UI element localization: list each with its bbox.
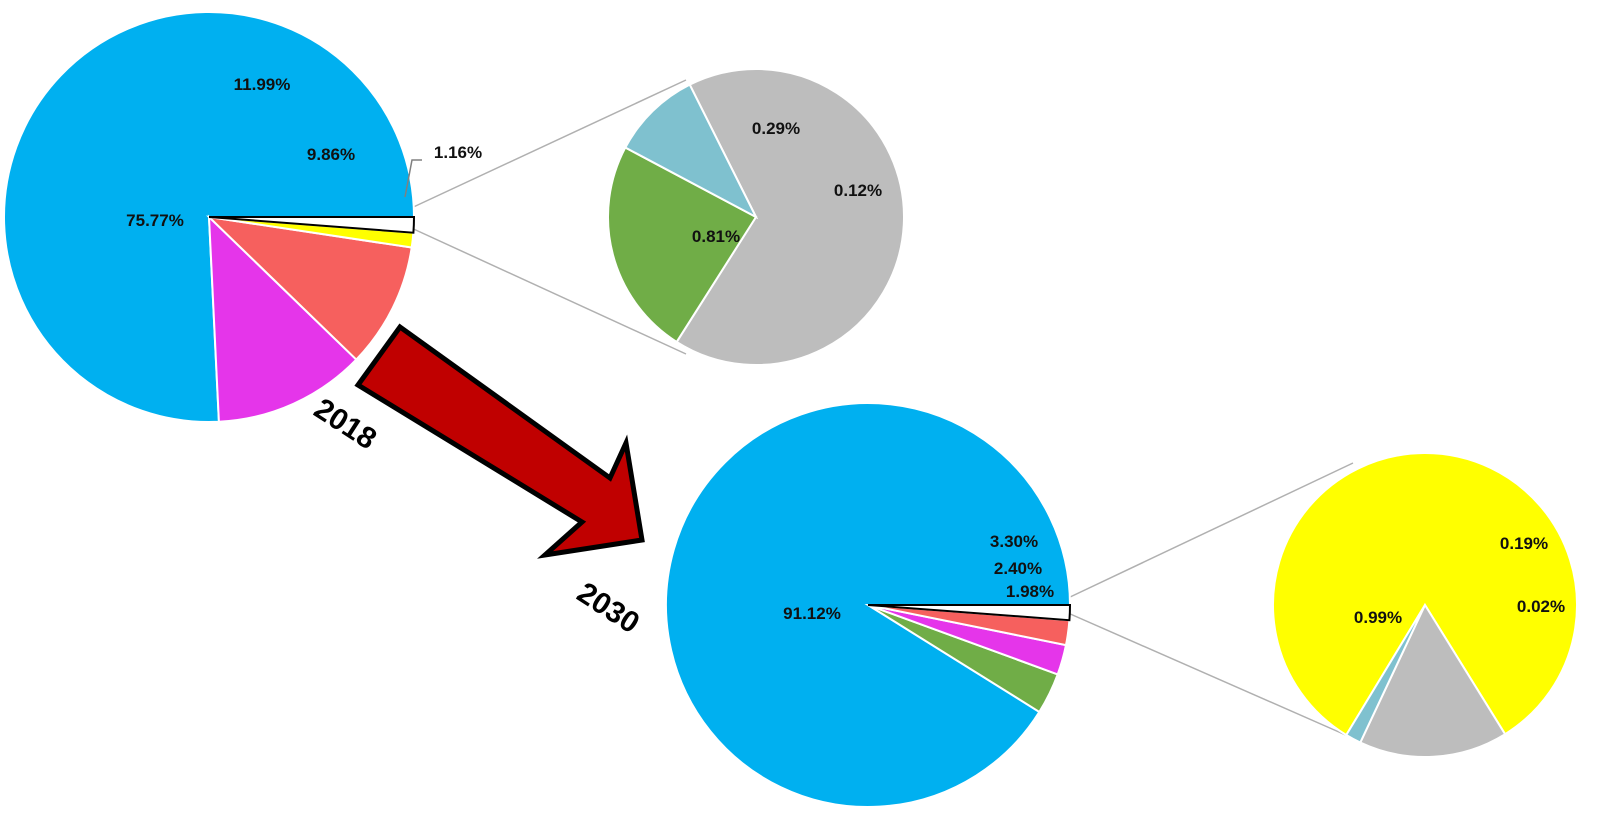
slice-1-0 <box>675 68 905 366</box>
slice-0-4 <box>208 216 416 234</box>
data-label-1-1: 0.29% <box>752 119 800 138</box>
leader-line-1-16 <box>404 159 422 198</box>
slice-0-2 <box>206 215 413 361</box>
data-label-0-1: 11.99% <box>234 75 291 94</box>
data-label-2-1: 3.30% <box>990 532 1038 551</box>
slice-3-2 <box>1344 604 1426 744</box>
connector-line-3 <box>1067 612 1349 737</box>
data-label-1-2: 0.12% <box>834 181 882 200</box>
data-label-0-2: 9.86% <box>307 145 355 164</box>
data-label-3-2: 0.02% <box>1517 597 1565 616</box>
data-label-0-0: 75.77% <box>126 211 184 230</box>
slice-1-2 <box>623 83 759 220</box>
data-label-0-3: 1.16% <box>434 143 482 162</box>
trend-arrow <box>354 323 645 559</box>
connector-lines <box>406 79 1354 737</box>
pie-2030-detail: 0.99% 0.19% 0.02% <box>1272 452 1578 758</box>
connector-line-0 <box>406 79 687 211</box>
data-label-1-0: 0.81% <box>692 227 740 246</box>
slice-0-1 <box>207 214 358 423</box>
year-label-2018: 2018 <box>308 392 382 456</box>
data-label-2-2: 2.40% <box>994 559 1042 578</box>
pie-2030: 91.12% 3.30% 2.40% 1.98% <box>665 402 1072 808</box>
connector-line-2 <box>1067 462 1354 599</box>
slice-2-4 <box>867 604 1072 622</box>
slice-3-1 <box>1358 602 1507 758</box>
data-label-3-0: 0.99% <box>1354 608 1402 627</box>
slice-3-0 <box>1272 452 1578 737</box>
pie-2018: 75.77% 11.99% 9.86% 1.16% <box>3 11 482 423</box>
data-label-2-3: 1.98% <box>1006 582 1054 601</box>
pie-2018-detail: 0.81% 0.29% 0.12% <box>607 68 905 366</box>
data-label-2-0: 91.12% <box>783 604 841 623</box>
data-label-3-1: 0.19% <box>1500 534 1548 553</box>
slice-1-1 <box>607 146 758 344</box>
year-label-2030: 2030 <box>571 576 645 640</box>
connector-line-1 <box>406 225 687 355</box>
